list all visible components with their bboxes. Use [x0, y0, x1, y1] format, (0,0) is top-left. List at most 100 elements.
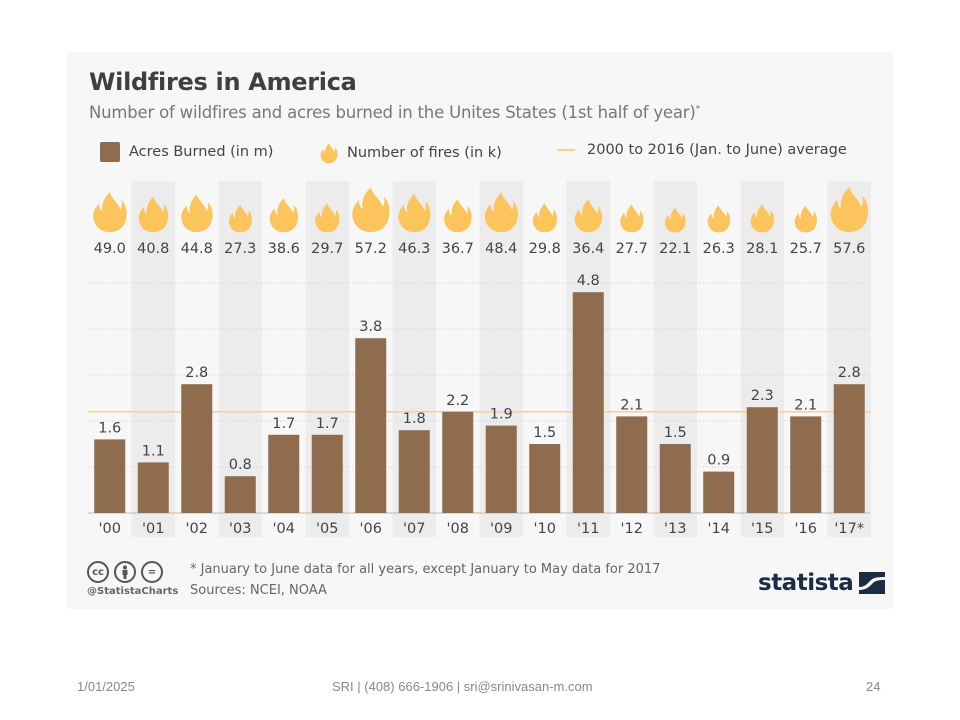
fire-count-label: 36.4 — [572, 241, 604, 257]
license-icons: cc = — [87, 561, 163, 583]
flame-icon — [228, 204, 252, 233]
bar — [137, 462, 169, 513]
flame-icon — [444, 199, 472, 233]
chart-title: Wildfires in America — [89, 68, 357, 96]
subtitle-text: Number of wildfires and acres burned in … — [89, 103, 696, 122]
flames — [93, 187, 869, 233]
x-tick-label: '05 — [316, 521, 338, 537]
bar — [529, 444, 561, 513]
fire-count-label: 40.8 — [137, 241, 169, 257]
bar — [485, 425, 517, 513]
fire-count-label: 29.8 — [529, 241, 561, 257]
bar-value-label: 0.8 — [229, 457, 252, 473]
bar — [355, 338, 387, 513]
nd-equals-icon: = — [141, 561, 163, 583]
flame-icon — [532, 203, 558, 233]
slide-page-number: 24 — [866, 679, 881, 694]
bar — [224, 476, 256, 513]
fire-count-label: 28.1 — [746, 241, 778, 257]
bars — [94, 292, 865, 513]
fire-count-label: 38.6 — [268, 241, 300, 257]
x-tick-label: '09 — [490, 521, 512, 537]
sources: Sources: NCEI, NOAA — [190, 583, 327, 598]
slide-date: 1/01/2025 — [77, 679, 135, 694]
bar — [442, 411, 474, 513]
bar-value-label: 2.2 — [446, 393, 469, 409]
x-tick-label: '01 — [142, 521, 164, 537]
x-tick-label: '16 — [795, 521, 817, 537]
legend-label-fires: Number of fires (in k) — [347, 145, 502, 161]
flame-shape — [138, 196, 169, 233]
flame-icon — [320, 143, 338, 164]
fire-count-label: 46.3 — [398, 241, 430, 257]
legend-label-acres: Acres Burned (in m) — [129, 144, 274, 160]
bar — [746, 407, 778, 513]
fire-count-label: 27.7 — [616, 241, 648, 257]
bar-value-label: 1.5 — [533, 425, 556, 441]
bar-value-label: 2.8 — [185, 365, 208, 381]
flame-shape — [444, 199, 472, 233]
flame-shape — [665, 207, 686, 233]
flame-shape — [484, 192, 518, 233]
statista-logo: statista — [758, 570, 886, 596]
fire-count-label: 44.8 — [181, 241, 213, 257]
flame-icon — [181, 194, 213, 233]
bar-value-label: 1.7 — [316, 416, 339, 432]
person-glyph — [122, 565, 128, 579]
by-person-icon — [114, 561, 136, 583]
x-tick-label: '14 — [708, 521, 730, 537]
brown-square-icon — [100, 142, 120, 162]
flame-shape — [352, 187, 390, 233]
average-line-icon — [557, 149, 575, 151]
fire-count-label: 48.4 — [485, 241, 517, 257]
flame-icon — [665, 207, 686, 233]
flame-shape — [707, 205, 731, 233]
slide-contact: SRI | (408) 666-1906 | sri@srinivasan-m.… — [332, 679, 593, 694]
legend-label-average: 2000 to 2016 (Jan. to June) average — [587, 142, 847, 158]
gridlines — [88, 282, 871, 514]
bar — [572, 292, 604, 513]
x-tick-label: '17* — [834, 521, 864, 537]
x-tick-label: '00 — [99, 521, 121, 537]
flame-icon — [93, 192, 127, 233]
flame-icon — [484, 192, 518, 233]
x-tick-label: '04 — [273, 521, 295, 537]
bar-value-label: 1.7 — [272, 416, 295, 432]
x-tick-label: '11 — [577, 521, 599, 537]
x-tick-label: '13 — [664, 521, 686, 537]
bar-value-label: 1.1 — [142, 443, 165, 459]
bar-value-label: 2.1 — [794, 397, 817, 413]
x-tick-label: '03 — [229, 521, 251, 537]
fire-count-label: 26.3 — [703, 241, 735, 257]
logo-text: statista — [758, 570, 854, 596]
bar — [703, 471, 735, 513]
fire-count-label: 57.2 — [355, 241, 387, 257]
bar-value-label: 1.6 — [98, 420, 121, 436]
flame-shape — [93, 192, 127, 233]
legend-item-acres: Acres Burned (in m) — [100, 142, 273, 162]
bar-value-label: 1.9 — [490, 407, 513, 423]
flame-shape — [398, 193, 431, 233]
fire-count-label: 49.0 — [94, 241, 126, 257]
flame-shape — [228, 204, 252, 233]
flame-icon — [620, 204, 644, 233]
flame-icon — [574, 199, 603, 233]
fire-count-label: 27.3 — [224, 241, 256, 257]
flame-icon — [794, 205, 818, 233]
bar — [268, 434, 300, 513]
flame-icon — [138, 196, 169, 233]
bar-value-label: 0.9 — [707, 453, 730, 469]
bar-value-label: 2.1 — [620, 397, 643, 413]
flame-shape — [181, 194, 213, 233]
statista-mark-icon — [859, 572, 886, 594]
bar-value-label: 3.8 — [359, 319, 382, 335]
cc-icon: cc — [87, 561, 109, 583]
statista-handle: @StatistaCharts — [87, 586, 179, 597]
bar — [94, 439, 126, 513]
flame-icon — [352, 187, 390, 233]
flame-shape — [830, 187, 869, 232]
bar-value-label: 1.5 — [664, 425, 687, 441]
x-tick-label: '15 — [751, 521, 773, 537]
flame-shape — [269, 198, 299, 233]
